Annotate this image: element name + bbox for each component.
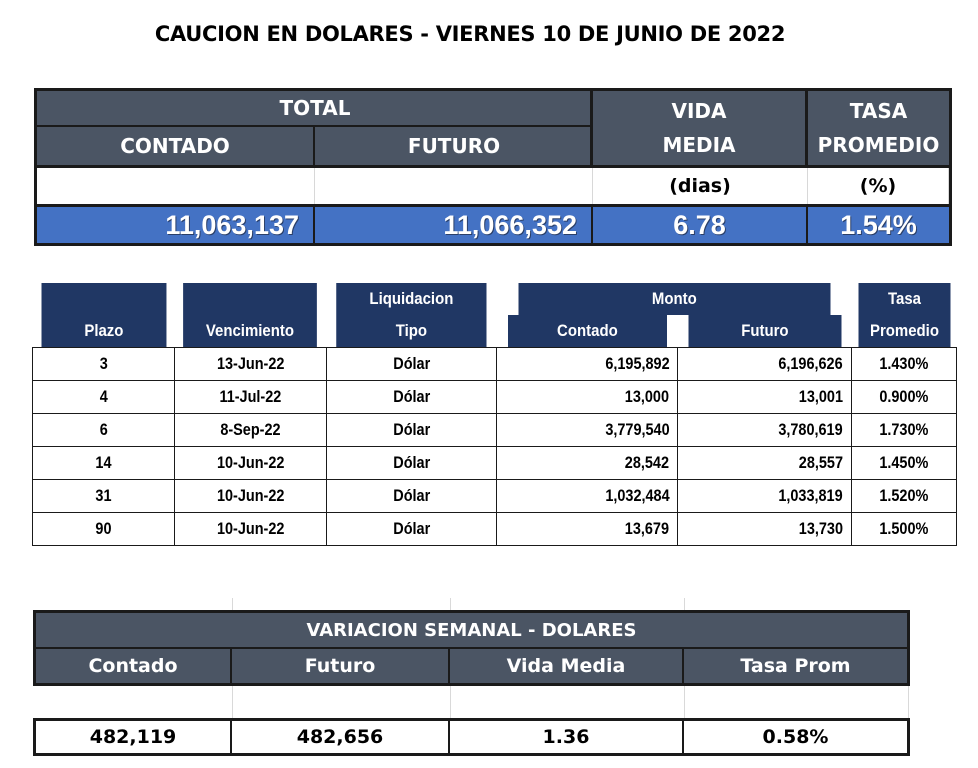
tipo-cell: Dólar [325, 413, 498, 447]
weekly-header-tasa-prom: Tasa Prom [740, 655, 851, 677]
gridline [232, 598, 233, 610]
total-header-block: TOTAL CONTADO FUTURO [37, 91, 593, 165]
contado-cell: 28,542 [496, 446, 679, 480]
gridline [684, 598, 685, 610]
plazo-cell: 90 [32, 512, 175, 546]
contado-cell: 13,679 [496, 512, 679, 546]
vencimiento-cell: 8-Sep-22 [173, 413, 327, 447]
tipo-cell: Dólar [325, 479, 498, 513]
detail-table-body: 3 13-Jun-22 Dólar 6,195,892 6,196,626 1.… [32, 347, 957, 546]
tasa-cell: 1.500% [851, 512, 957, 546]
tasa-header-line2: PROMEDIO [817, 133, 940, 157]
summary-header: TOTAL CONTADO FUTURO VIDA MEDIA TASA PRO… [37, 91, 949, 165]
tipo-cell: Dólar [325, 347, 498, 381]
header-empty-2 [183, 283, 318, 315]
header-plazo: Plazo [41, 315, 166, 348]
header-empty-1 [41, 283, 166, 315]
contado-cell: 13,000 [496, 380, 679, 414]
vida-header-line2: MEDIA [662, 133, 736, 157]
tasa-header-line1: TASA [849, 99, 908, 123]
weekly-values-row: 482,119 482,656 1.36 0.58% [33, 718, 910, 756]
vencimiento-cell: 10-Jun-22 [173, 512, 327, 546]
futuro-cell: 6,196,626 [677, 347, 853, 381]
page-title: CAUCION EN DOLARES - VIERNES 10 DE JUNIO… [154, 22, 786, 46]
weekly-vida-media-value: 1.36 [450, 721, 684, 753]
futuro-cell: 28,557 [677, 446, 853, 480]
vida-media-header: VIDA MEDIA [593, 91, 808, 165]
plazo-cell: 31 [32, 479, 175, 513]
header-promedio: Promedio [857, 315, 951, 348]
tasa-cell: 1.730% [851, 413, 957, 447]
weekly-futuro-value: 482,656 [232, 721, 450, 753]
weekly-header-contado: Contado [36, 649, 232, 683]
futuro-cell: 3,780,619 [677, 413, 853, 447]
gridline [908, 684, 909, 718]
gridline [450, 684, 451, 718]
tasa-promedio-header: TASA PROMEDIO [808, 91, 949, 165]
total-header: TOTAL [37, 91, 593, 127]
futuro-cell: 1,033,819 [677, 479, 853, 513]
tasa-cell: 1.430% [851, 347, 957, 381]
header-tipo: Tipo [336, 315, 487, 348]
header-vencimiento: Vencimiento [183, 315, 318, 348]
table-row: 31 10-Jun-22 Dólar 1,032,484 1,033,819 1… [32, 479, 957, 513]
header-tasa: Tasa [857, 283, 951, 315]
weekly-tasa-prom-value: 0.58% [762, 726, 829, 748]
table-row: 3 13-Jun-22 Dólar 6,195,892 6,196,626 1.… [32, 347, 957, 381]
units-cell-empty-1 [37, 168, 315, 204]
gridline [684, 684, 685, 718]
weekly-header-vida-media: Vida Media [450, 649, 684, 683]
tasa-promedio-value: 1.54% [840, 209, 917, 240]
vencimiento-cell: 11-Jul-22 [173, 380, 327, 414]
futuro-total-value: 11,066,352 [315, 207, 593, 243]
tasa-cell: 1.450% [851, 446, 957, 480]
table-row: 4 11-Jul-22 Dólar 13,000 13,001 0.900% [32, 380, 957, 414]
tasa-cell: 0.900% [851, 380, 957, 414]
contado-cell: 1,032,484 [496, 479, 679, 513]
tasa-cell: 1.520% [851, 479, 957, 513]
header-monto: Monto [518, 283, 831, 315]
futuro-header: FUTURO [407, 134, 501, 158]
plazo-cell: 4 [32, 380, 175, 414]
detail-table-header: Liquidacion Monto Tasa Plazo Vencimiento… [33, 283, 957, 348]
plazo-cell: 6 [32, 413, 175, 447]
units-cell-empty-2 [315, 168, 593, 204]
table-row: 14 10-Jun-22 Dólar 28,542 28,557 1.450% [32, 446, 957, 480]
summary-values-row: 11,063,137 11,066,352 6.78 1.54% [37, 204, 949, 243]
contado-total-value: 11,063,137 [37, 207, 315, 243]
tipo-cell: Dólar [325, 512, 498, 546]
futuro-cell: 13,730 [677, 512, 853, 546]
plazo-cell: 3 [32, 347, 175, 381]
contado-cell: 6,195,892 [496, 347, 679, 381]
header-contado: Contado [507, 315, 667, 348]
contado-header: CONTADO [37, 127, 315, 165]
weekly-title: VARIACION SEMANAL - DOLARES [36, 613, 907, 649]
detail-table: Liquidacion Monto Tasa Plazo Vencimiento… [32, 283, 957, 546]
vencimiento-cell: 10-Jun-22 [173, 446, 327, 480]
vida-header-line1: VIDA [671, 99, 727, 123]
vencimiento-cell: 10-Jun-22 [173, 479, 327, 513]
contado-cell: 3,779,540 [496, 413, 679, 447]
table-row: 6 8-Sep-22 Dólar 3,779,540 3,780,619 1.7… [32, 413, 957, 447]
weekly-headers: Contado Futuro Vida Media Tasa Prom [36, 649, 907, 683]
vida-unit: (dias) [593, 168, 808, 204]
weekly-variation-table: VARIACION SEMANAL - DOLARES Contado Futu… [33, 610, 910, 686]
units-row: (dias) (%) [37, 165, 949, 204]
weekly-header-futuro: Futuro [232, 649, 450, 683]
weekly-contado-value: 482,119 [36, 721, 232, 753]
header-liquidacion: Liquidacion [336, 283, 487, 315]
header-futuro: Futuro [688, 315, 842, 348]
vida-media-value: 6.78 [593, 207, 808, 243]
summary-table: TOTAL CONTADO FUTURO VIDA MEDIA TASA PRO… [34, 88, 952, 246]
tasa-unit: (%) [808, 168, 949, 204]
vencimiento-cell: 13-Jun-22 [173, 347, 327, 381]
futuro-cell: 13,001 [677, 380, 853, 414]
tipo-cell: Dólar [325, 446, 498, 480]
table-row: 90 10-Jun-22 Dólar 13,679 13,730 1.500% [32, 512, 957, 546]
gridline [232, 684, 233, 718]
tipo-cell: Dólar [325, 380, 498, 414]
plazo-cell: 14 [32, 446, 175, 480]
gridline [450, 598, 451, 610]
